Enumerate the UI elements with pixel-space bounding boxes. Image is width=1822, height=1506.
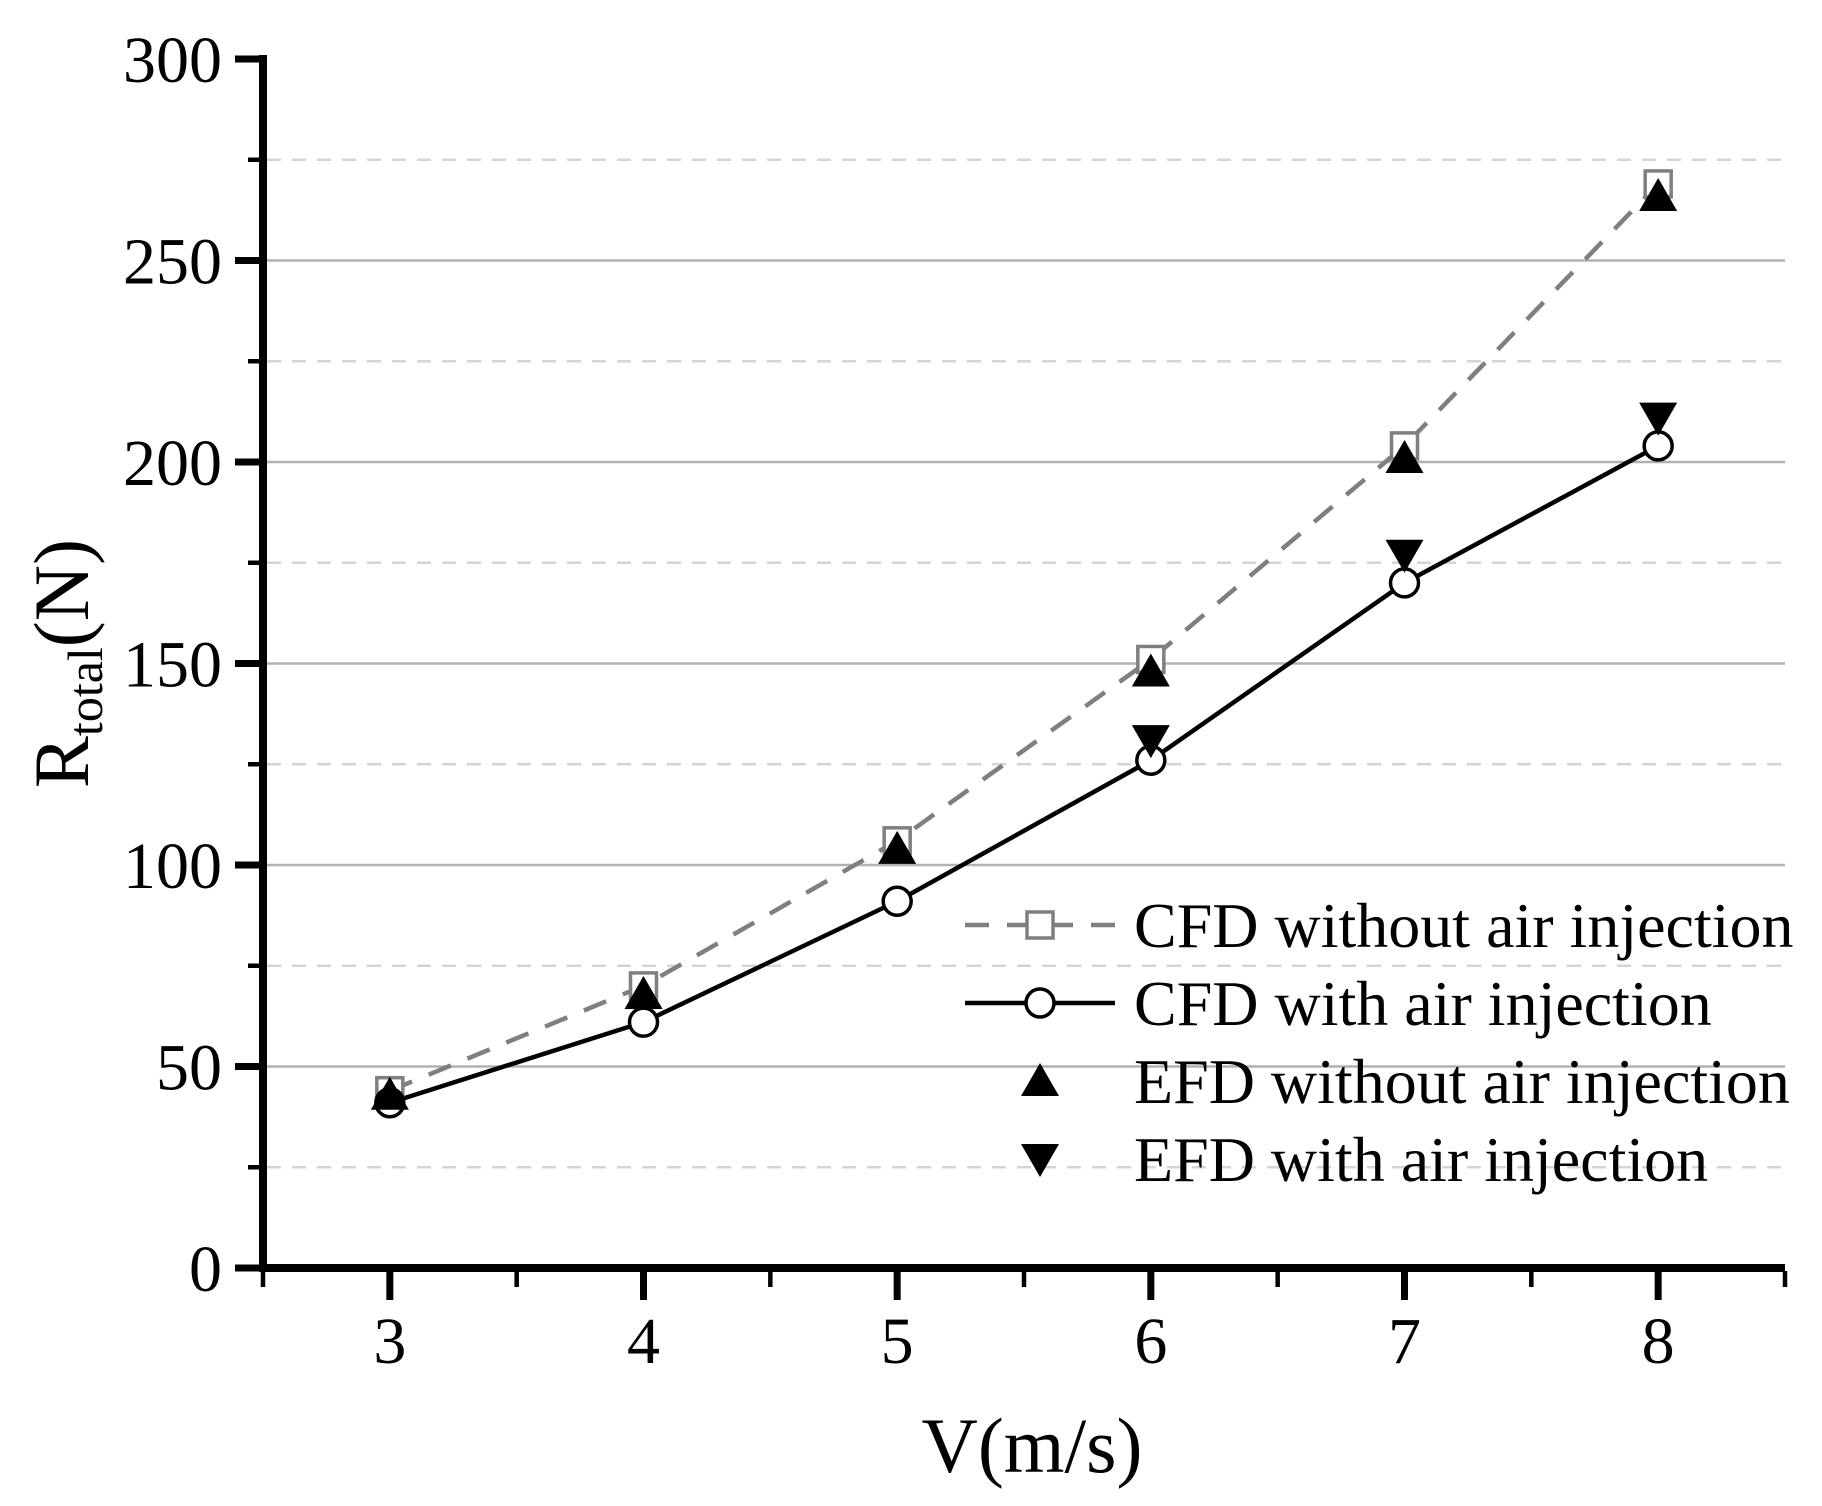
series-line-0	[388, 182, 1660, 1093]
legend-row-0: CFD without air injection	[965, 890, 1794, 961]
y-tick-label: 100	[123, 830, 222, 903]
gridlines-minor	[267, 158, 1785, 1169]
axis-titles: V(m/s) Rtotal(N)	[18, 539, 1142, 1489]
y-tick-label: 200	[123, 427, 222, 500]
x-tick-label: 7	[1388, 1305, 1421, 1378]
marker-filled-triangle-down-v8	[1639, 402, 1678, 436]
marker-filled-triangle-down-v6	[1131, 725, 1170, 759]
legend-label-2: EFD without air injection	[1134, 1046, 1790, 1117]
marker-filled-triangle-up-v4	[624, 975, 663, 1009]
legend-marker-open-circle	[1024, 987, 1056, 1019]
marker-filled-triangle-down-v7	[1385, 539, 1424, 573]
legend-row-3: EFD with air injection	[1021, 1124, 1708, 1195]
legend-label-1: CFD with air injection	[1134, 968, 1712, 1039]
axis-tick-labels: 0 50 100 150 200 250 300 3 4 5 6 7 8	[123, 24, 1675, 1378]
axis-ticks	[235, 55, 1788, 1300]
legend-marker-filled-triangle-down	[1021, 1144, 1059, 1177]
x-tick-label: 8	[1642, 1305, 1675, 1378]
x-tick-label: 5	[881, 1305, 914, 1378]
marker-filled-triangle-up-v8	[1639, 178, 1678, 212]
legend-marker-filled-triangle-up	[1021, 1063, 1059, 1096]
legend-row-1: CFD with air injection	[965, 968, 1712, 1039]
x-tick-label: 4	[627, 1305, 660, 1378]
x-tick-label: 3	[373, 1305, 406, 1378]
legend-label-0: CFD without air injection	[1134, 890, 1794, 961]
y-tick-label: 0	[189, 1233, 222, 1306]
marker-open-circle-v7	[1388, 567, 1421, 599]
marker-filled-triangle-up-v6	[1131, 653, 1170, 687]
legend-row-2: EFD without air injection	[1021, 1046, 1790, 1117]
series-line-1	[389, 443, 1660, 1105]
x-tick-label: 6	[1134, 1305, 1167, 1378]
y-tick-label: 300	[123, 24, 222, 97]
legend-label-3: EFD with air injection	[1134, 1124, 1708, 1195]
marker-filled-triangle-up-v7	[1385, 439, 1424, 473]
y-tick-label: 50	[156, 1032, 222, 1105]
marker-open-circle-v5	[881, 885, 913, 918]
marker-open-circle-v4	[627, 1006, 660, 1038]
x-axis-title: V(m/s)	[922, 1402, 1143, 1489]
axes	[259, 55, 1785, 1272]
marker-filled-triangle-up-v3	[370, 1076, 409, 1110]
data-series-markers	[370, 169, 1678, 1119]
gridlines-major	[267, 259, 1785, 1068]
y-tick-label: 250	[123, 226, 222, 299]
marker-open-circle-v8	[1642, 430, 1674, 462]
marker-filled-triangle-up-v5	[878, 830, 917, 864]
data-series-lines	[388, 182, 1660, 1105]
y-axis-title: Rtotal(N)	[18, 539, 113, 788]
legend-marker-open-square	[1025, 910, 1055, 940]
y-tick-label: 150	[123, 629, 222, 702]
